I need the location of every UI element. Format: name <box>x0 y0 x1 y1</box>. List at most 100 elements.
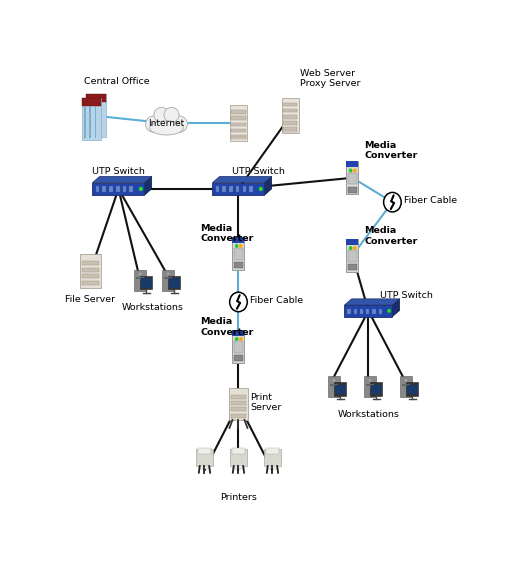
Circle shape <box>239 244 243 248</box>
Bar <box>234 342 243 353</box>
Bar <box>198 448 211 454</box>
Bar <box>169 278 180 288</box>
Text: Workstations: Workstations <box>337 410 399 419</box>
Circle shape <box>383 192 401 212</box>
Bar <box>231 135 246 138</box>
Text: Fiber Cable: Fiber Cable <box>405 196 458 205</box>
Text: Media
Converter: Media Converter <box>364 226 418 245</box>
Bar <box>168 276 181 289</box>
Bar <box>82 261 99 265</box>
Text: Fiber Cable: Fiber Cable <box>250 295 303 305</box>
Bar <box>231 128 246 132</box>
Bar <box>130 187 133 192</box>
Bar <box>266 448 279 454</box>
Bar <box>366 384 375 385</box>
Bar <box>89 103 90 134</box>
Bar <box>407 385 417 395</box>
Bar <box>371 385 382 395</box>
Bar <box>199 466 211 469</box>
Bar <box>231 401 246 405</box>
Bar <box>82 281 99 285</box>
Bar <box>348 173 357 184</box>
Bar <box>346 239 359 245</box>
Bar <box>230 105 247 141</box>
Bar <box>196 449 213 466</box>
Circle shape <box>349 168 352 172</box>
Bar <box>366 309 369 314</box>
Bar <box>231 137 246 139</box>
Text: Media
Converter: Media Converter <box>364 141 418 160</box>
Bar <box>92 183 144 195</box>
Bar <box>229 187 233 192</box>
FancyBboxPatch shape <box>346 161 359 195</box>
Bar <box>82 274 99 278</box>
Bar <box>232 448 245 454</box>
Bar <box>116 187 120 192</box>
Bar <box>123 187 126 192</box>
Bar <box>283 121 298 124</box>
Text: Central Office: Central Office <box>85 77 150 85</box>
Bar <box>229 388 248 420</box>
Bar <box>109 187 113 192</box>
Circle shape <box>239 337 243 341</box>
Bar <box>283 127 298 131</box>
Bar <box>234 355 243 361</box>
Bar <box>87 94 106 102</box>
Text: UTP Switch: UTP Switch <box>232 166 285 176</box>
Circle shape <box>387 309 391 313</box>
Text: Workstations: Workstations <box>122 304 183 312</box>
Bar <box>334 382 346 396</box>
Bar <box>346 161 359 167</box>
Bar <box>216 187 219 192</box>
Polygon shape <box>144 176 152 195</box>
FancyBboxPatch shape <box>346 239 359 272</box>
Bar <box>348 187 357 193</box>
Bar <box>407 382 418 396</box>
Bar <box>84 106 86 138</box>
Polygon shape <box>213 176 271 183</box>
Circle shape <box>333 379 335 382</box>
Ellipse shape <box>146 116 164 132</box>
Text: Printers: Printers <box>220 492 257 502</box>
Bar <box>243 187 246 192</box>
Text: File Server: File Server <box>66 295 116 304</box>
Bar <box>283 130 298 132</box>
Bar <box>231 395 246 399</box>
Bar <box>283 115 298 119</box>
Text: Media
Converter: Media Converter <box>200 224 254 244</box>
Circle shape <box>353 168 357 172</box>
Bar <box>335 385 346 395</box>
Bar <box>82 268 99 272</box>
Bar <box>163 270 174 291</box>
Bar <box>222 187 226 192</box>
Circle shape <box>259 187 263 191</box>
Bar <box>230 449 247 466</box>
Ellipse shape <box>154 107 169 122</box>
Bar <box>100 103 101 134</box>
Bar <box>400 376 412 397</box>
Bar <box>353 309 357 314</box>
Bar <box>372 309 376 314</box>
Bar <box>283 109 298 112</box>
Bar <box>232 237 245 242</box>
Bar <box>348 264 357 270</box>
Bar <box>135 270 146 291</box>
Bar <box>282 98 299 134</box>
Bar <box>264 449 281 466</box>
Bar <box>89 106 91 138</box>
Ellipse shape <box>164 107 179 122</box>
Bar <box>249 187 253 192</box>
Bar <box>364 376 376 397</box>
Bar <box>82 98 101 105</box>
Polygon shape <box>265 176 271 195</box>
Bar <box>234 248 243 260</box>
Bar <box>231 123 246 126</box>
Bar <box>283 103 298 107</box>
Bar <box>136 278 144 279</box>
Bar <box>87 94 106 137</box>
Ellipse shape <box>169 116 187 132</box>
Bar <box>234 262 243 268</box>
Bar <box>231 111 246 114</box>
Bar <box>95 106 96 138</box>
Circle shape <box>235 244 238 248</box>
